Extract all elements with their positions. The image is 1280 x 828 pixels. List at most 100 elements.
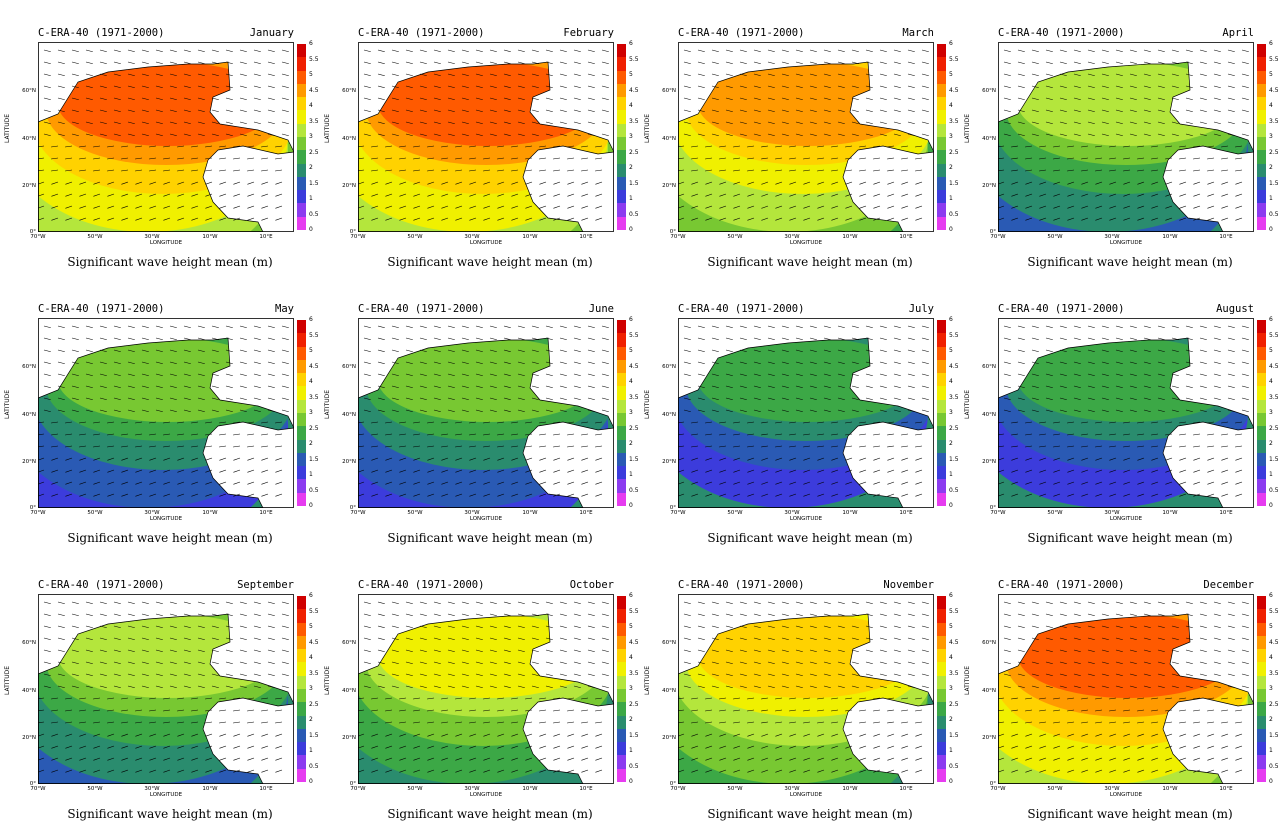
colorbar-swatch [617, 190, 626, 204]
wind-arrow [823, 649, 831, 653]
wind-arrow [1045, 409, 1053, 413]
wind-arrow [1039, 445, 1047, 448]
wind-arrow [525, 469, 533, 473]
colorbar-tick-label: 1.5 [629, 731, 639, 739]
wind-arrow [697, 649, 705, 653]
wind-arrow [739, 385, 747, 389]
wind-arrow [233, 445, 241, 448]
colorbar-tick-label: 6 [949, 316, 953, 323]
wind-arrow [573, 673, 581, 677]
wind-arrow [107, 169, 115, 172]
wind-arrow [795, 661, 803, 665]
wind-arrow [767, 385, 775, 389]
wind-arrow [851, 325, 859, 329]
wind-arrow [113, 361, 121, 365]
wind-arrow [517, 109, 525, 113]
wind-arrow [1193, 205, 1201, 209]
wind-arrow [141, 73, 149, 77]
wind-arrow [253, 61, 261, 65]
wind-arrow [567, 481, 575, 485]
wind-arrow [99, 637, 107, 641]
wind-arrow [1067, 733, 1075, 737]
wind-arrow [697, 97, 705, 101]
wind-arrow [887, 145, 895, 148]
wind-arrow [789, 205, 797, 209]
wind-arrow [155, 85, 163, 89]
wind-arrow [545, 133, 553, 137]
wind-arrow [1143, 661, 1151, 665]
wind-arrow [1129, 73, 1137, 77]
wind-arrow [1059, 673, 1067, 677]
wind-arrow [267, 637, 275, 641]
wind-arrow [851, 73, 859, 77]
wind-arrow [385, 469, 393, 473]
wind-arrow [1003, 661, 1011, 665]
wind-arrow [267, 409, 275, 413]
wind-arrow [1165, 469, 1173, 473]
colorbar-swatch [1257, 479, 1266, 494]
wind-arrow [385, 481, 393, 485]
wind-arrow [107, 493, 115, 497]
x-tick-label: 10°W [1162, 510, 1178, 516]
wind-arrow [183, 649, 191, 653]
wind-arrow [1137, 709, 1145, 712]
wind-arrow [469, 745, 477, 749]
wind-arrow [363, 337, 371, 341]
wind-arrow [483, 445, 491, 448]
wind-arrow [887, 445, 895, 448]
wind-arrow [697, 613, 705, 617]
wind-arrow [413, 733, 421, 737]
wind-arrow [775, 145, 783, 148]
wind-arrow [921, 61, 929, 65]
wind-arrow [275, 745, 283, 749]
wind-arrow [587, 601, 595, 605]
colorbar-swatch [937, 452, 946, 467]
wind-arrow [845, 181, 853, 185]
wind-arrow [1157, 361, 1165, 365]
wind-arrow [845, 697, 853, 700]
wind-arrow [1101, 397, 1109, 401]
wind-arrow [127, 337, 135, 341]
wind-arrow [267, 73, 275, 77]
wind-arrow [1003, 637, 1011, 641]
colorbar-swatch [297, 386, 306, 401]
wind-arrow [711, 61, 719, 65]
wind-arrow [225, 637, 233, 641]
wind-arrow [85, 601, 93, 605]
wind-arrow [725, 673, 733, 677]
wind-arrow [539, 697, 547, 700]
wind-arrow [525, 193, 533, 197]
wind-arrow [879, 385, 887, 389]
wind-arrow [135, 145, 143, 148]
wind-arrow [1109, 445, 1117, 448]
wind-arrow [233, 181, 241, 185]
colorbar-tick-label: 4 [1269, 378, 1273, 385]
wind-arrow [261, 457, 269, 461]
wind-arrow [601, 85, 609, 89]
colorbar-tick-label: 3.5 [629, 669, 639, 677]
wind-arrow [93, 157, 101, 160]
wind-arrow [475, 685, 483, 689]
wind-arrow [915, 709, 923, 712]
wind-arrow [1053, 697, 1061, 700]
colorbar-swatch [937, 675, 946, 690]
wind-arrow [1227, 121, 1235, 125]
wind-arrow [497, 493, 505, 497]
wind-arrow [539, 745, 547, 749]
wind-arrow [1067, 193, 1075, 197]
wind-arrow [1193, 721, 1201, 724]
map-panel-april: C-ERA-40 (1971-2000) April LATITUDE 60°N 40°… [960, 0, 1280, 276]
wind-arrow [683, 97, 691, 101]
wind-arrow [531, 613, 539, 617]
wind-arrow [93, 169, 101, 172]
wind-arrow [1039, 697, 1047, 700]
wave-height-map [38, 594, 294, 784]
wind-arrow [183, 349, 191, 353]
wind-arrow [1109, 481, 1117, 485]
colorbar-tick-label: 3.5 [309, 393, 319, 401]
wind-arrow [399, 745, 407, 749]
wind-arrow [183, 373, 191, 377]
y-tick-label: 20°N [22, 183, 36, 189]
wind-arrow [781, 49, 789, 53]
contour-level [1018, 338, 1238, 422]
